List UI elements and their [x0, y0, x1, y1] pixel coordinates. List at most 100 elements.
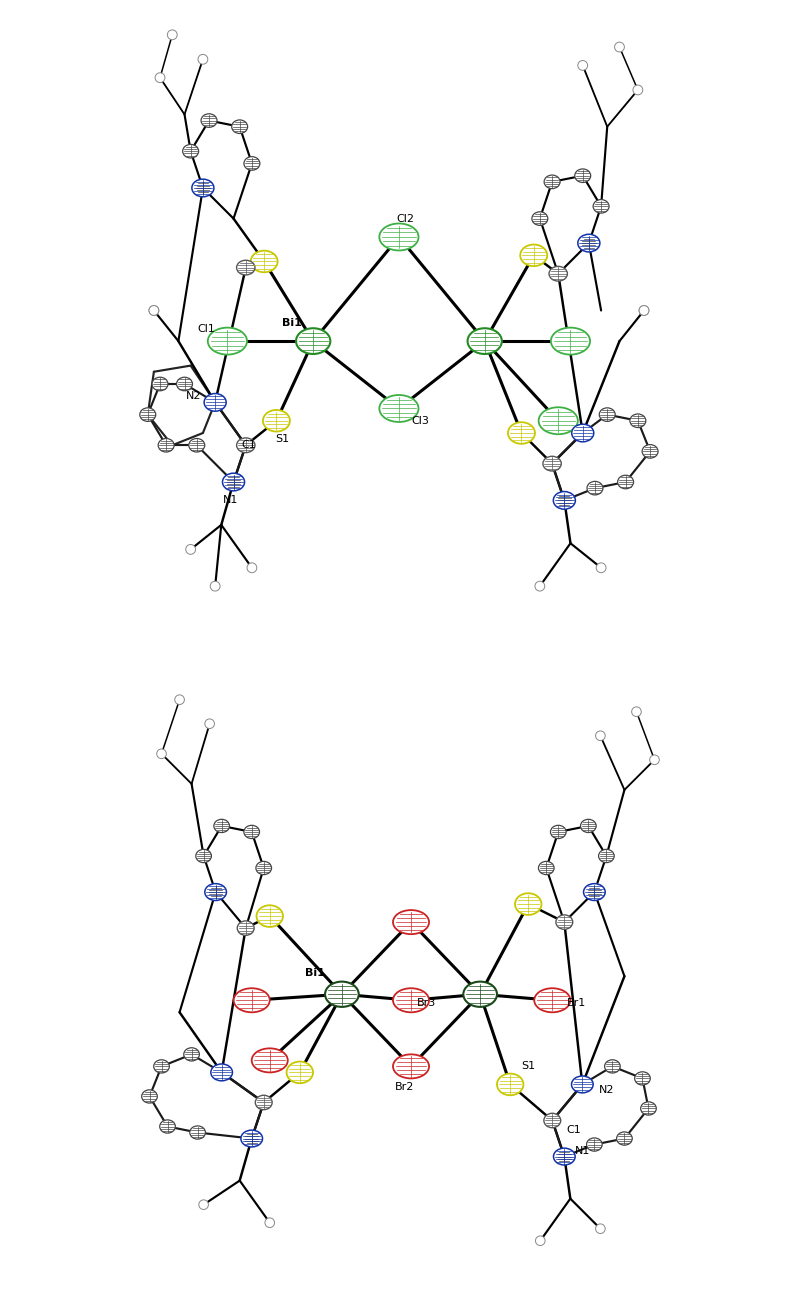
- Ellipse shape: [149, 305, 159, 316]
- Ellipse shape: [577, 61, 587, 70]
- Ellipse shape: [616, 1131, 631, 1146]
- Ellipse shape: [205, 883, 226, 900]
- Ellipse shape: [198, 55, 207, 64]
- Ellipse shape: [201, 114, 217, 127]
- Ellipse shape: [463, 982, 496, 1007]
- Text: C1: C1: [565, 1125, 580, 1134]
- Text: Br3: Br3: [416, 998, 435, 1008]
- Ellipse shape: [158, 439, 174, 452]
- Ellipse shape: [251, 251, 277, 273]
- Ellipse shape: [604, 1060, 619, 1073]
- Text: S1: S1: [275, 434, 289, 444]
- Ellipse shape: [210, 1064, 232, 1081]
- Ellipse shape: [595, 731, 605, 740]
- Text: Bi1: Bi1: [281, 318, 301, 327]
- Text: N2: N2: [598, 1086, 613, 1095]
- Ellipse shape: [543, 1113, 560, 1128]
- Text: Br1: Br1: [566, 998, 585, 1008]
- Ellipse shape: [236, 260, 255, 275]
- Ellipse shape: [556, 494, 572, 507]
- Ellipse shape: [538, 861, 553, 874]
- Ellipse shape: [194, 181, 210, 195]
- Ellipse shape: [631, 707, 641, 717]
- Ellipse shape: [236, 438, 255, 452]
- Ellipse shape: [205, 718, 214, 729]
- Ellipse shape: [207, 886, 223, 899]
- Ellipse shape: [296, 329, 330, 353]
- Ellipse shape: [140, 408, 156, 421]
- Ellipse shape: [265, 1218, 274, 1228]
- Ellipse shape: [192, 179, 214, 196]
- Text: Cl3: Cl3: [411, 416, 429, 426]
- Ellipse shape: [507, 422, 534, 444]
- Ellipse shape: [515, 894, 540, 914]
- Ellipse shape: [167, 30, 177, 40]
- Ellipse shape: [640, 1102, 655, 1115]
- Ellipse shape: [598, 850, 613, 863]
- Ellipse shape: [379, 223, 418, 251]
- Ellipse shape: [152, 377, 168, 391]
- Ellipse shape: [642, 444, 658, 459]
- Ellipse shape: [153, 1060, 169, 1073]
- Ellipse shape: [226, 475, 241, 488]
- Ellipse shape: [556, 1150, 572, 1163]
- Ellipse shape: [174, 695, 184, 704]
- Text: S1: S1: [520, 1061, 535, 1072]
- Text: Cl1: Cl1: [197, 323, 214, 334]
- Ellipse shape: [255, 1095, 271, 1109]
- Ellipse shape: [237, 921, 254, 935]
- Ellipse shape: [632, 84, 642, 95]
- Ellipse shape: [496, 1073, 523, 1095]
- Ellipse shape: [577, 234, 599, 252]
- Ellipse shape: [550, 825, 565, 839]
- Ellipse shape: [234, 989, 270, 1012]
- Ellipse shape: [214, 820, 229, 833]
- Ellipse shape: [596, 562, 605, 573]
- Ellipse shape: [613, 42, 624, 52]
- Ellipse shape: [544, 175, 560, 188]
- Ellipse shape: [574, 169, 590, 182]
- Ellipse shape: [580, 236, 596, 249]
- Ellipse shape: [552, 491, 575, 509]
- Text: N1: N1: [222, 495, 238, 505]
- Text: Bi1: Bi1: [304, 968, 324, 978]
- Ellipse shape: [393, 1055, 429, 1078]
- Ellipse shape: [532, 212, 547, 225]
- Ellipse shape: [210, 581, 220, 591]
- Ellipse shape: [629, 414, 645, 427]
- Ellipse shape: [649, 755, 658, 765]
- Ellipse shape: [184, 1048, 199, 1061]
- Ellipse shape: [286, 1061, 312, 1083]
- Ellipse shape: [580, 820, 596, 833]
- Ellipse shape: [586, 1138, 601, 1151]
- Ellipse shape: [595, 1224, 605, 1234]
- Ellipse shape: [467, 329, 501, 353]
- Ellipse shape: [583, 883, 605, 900]
- Ellipse shape: [542, 456, 560, 472]
- Ellipse shape: [598, 408, 614, 421]
- Ellipse shape: [263, 410, 290, 431]
- Ellipse shape: [586, 886, 601, 899]
- Ellipse shape: [141, 1090, 157, 1103]
- Ellipse shape: [222, 473, 244, 491]
- Ellipse shape: [533, 989, 569, 1012]
- Ellipse shape: [638, 305, 648, 316]
- Ellipse shape: [555, 914, 572, 929]
- Ellipse shape: [182, 144, 198, 158]
- Text: Br2: Br2: [395, 1082, 414, 1092]
- Ellipse shape: [241, 1130, 263, 1147]
- Ellipse shape: [247, 562, 256, 573]
- Ellipse shape: [535, 1235, 544, 1246]
- Ellipse shape: [185, 544, 195, 555]
- Ellipse shape: [552, 1148, 574, 1165]
- Ellipse shape: [534, 581, 544, 591]
- Text: Cl2: Cl2: [396, 213, 414, 223]
- Ellipse shape: [617, 475, 633, 488]
- Ellipse shape: [157, 750, 166, 759]
- Ellipse shape: [255, 861, 271, 874]
- Ellipse shape: [571, 425, 593, 442]
- Ellipse shape: [198, 1200, 208, 1209]
- Ellipse shape: [204, 394, 226, 412]
- Ellipse shape: [638, 305, 648, 316]
- Ellipse shape: [571, 1076, 593, 1092]
